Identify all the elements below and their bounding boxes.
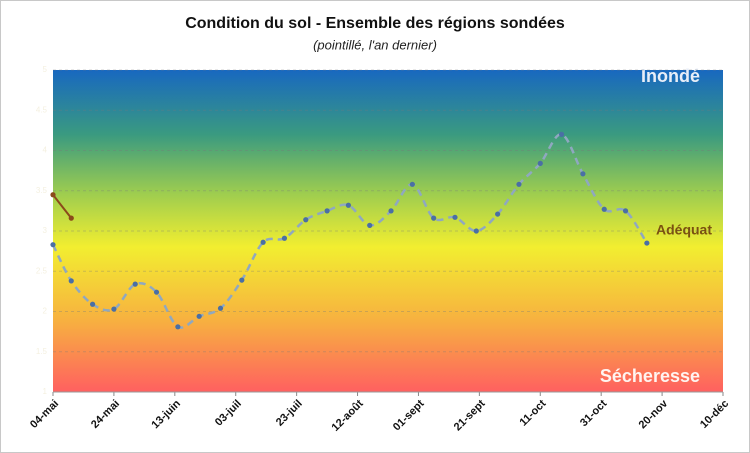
point [281, 235, 288, 241]
point [345, 202, 352, 208]
point [68, 215, 74, 221]
annotation: Sécheresse [600, 366, 700, 386]
point [601, 206, 607, 212]
point [388, 208, 394, 214]
y-tick-label: 4.5 [36, 105, 48, 114]
point [580, 171, 586, 177]
y-tick-label: 2.5 [36, 266, 48, 275]
y-tick-label: 3 [43, 226, 48, 235]
point [367, 222, 373, 228]
point [644, 240, 650, 246]
point [558, 131, 565, 137]
point [111, 306, 117, 312]
line [51, 133, 648, 329]
point [431, 215, 437, 221]
point [153, 289, 160, 295]
y-tick-label: 1.5 [36, 347, 48, 356]
point [50, 242, 56, 248]
point [452, 214, 458, 220]
point [473, 228, 479, 234]
point [217, 305, 224, 311]
plot-area [53, 70, 723, 392]
point [239, 277, 245, 283]
point [68, 278, 74, 284]
point [516, 181, 522, 187]
y-tick-label: 1 [43, 387, 48, 396]
chart-title: Condition du sol - Ensemble des régions … [185, 15, 565, 32]
y-tick-label: 2 [43, 307, 48, 316]
point [50, 192, 56, 198]
annotation: Inondé [641, 66, 700, 86]
point [622, 208, 629, 214]
y-tick-label: 4 [43, 146, 48, 155]
y-tick-label: 5 [43, 65, 48, 74]
point [196, 313, 202, 319]
point [89, 301, 96, 307]
chart-subtitle: (pointillé, l'an dernier) [313, 37, 437, 52]
point [409, 181, 415, 187]
point [324, 208, 330, 214]
point [303, 217, 309, 223]
y-tick-label: 3.5 [36, 186, 48, 195]
point [175, 324, 181, 330]
point [495, 211, 501, 217]
point [537, 160, 543, 166]
point [260, 239, 266, 245]
point [132, 281, 138, 287]
annotation: Adéquat [656, 222, 712, 238]
